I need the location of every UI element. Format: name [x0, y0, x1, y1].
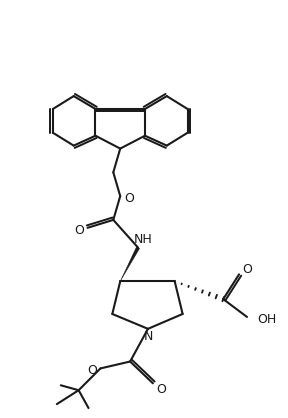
Text: O: O: [156, 383, 166, 396]
Text: O: O: [75, 224, 85, 237]
Text: O: O: [242, 263, 252, 276]
Text: O: O: [88, 364, 97, 377]
Text: O: O: [124, 191, 134, 204]
Polygon shape: [120, 247, 140, 281]
Text: NH: NH: [134, 233, 152, 246]
Text: OH: OH: [257, 314, 276, 326]
Text: N: N: [143, 330, 153, 343]
